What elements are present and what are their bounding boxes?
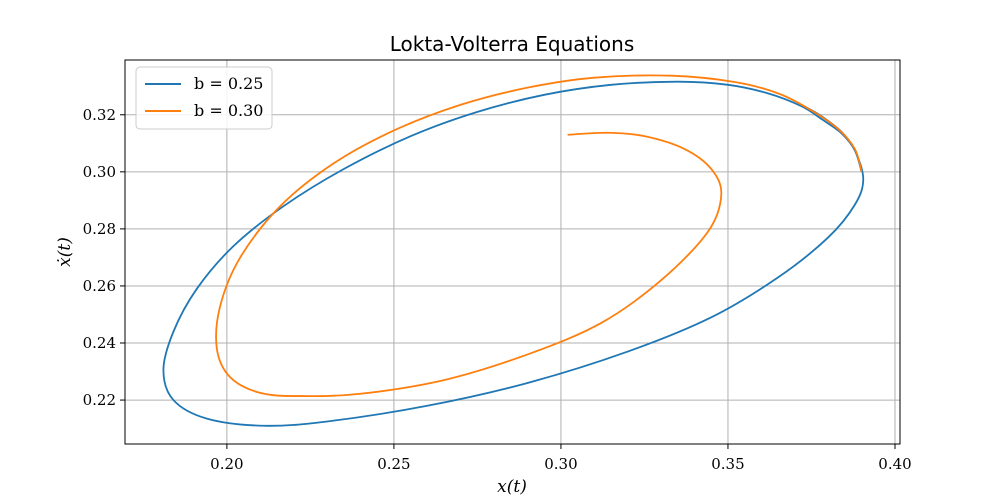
y-axis-label: ẋ(t) — [55, 237, 75, 267]
x-tick-label: 0.30 — [544, 455, 577, 473]
legend: b = 0.25 b = 0.30 — [135, 66, 273, 130]
series-line-0 — [162, 80, 865, 427]
ticks: 0.20 0.25 0.30 0.35 0.40 0.22 0.24 0.26 0.28 0.30… — [83, 106, 912, 473]
legend-label-b-025: b = 0.25 — [194, 74, 263, 93]
y-tick-label: 0.28 — [83, 220, 116, 238]
series-layer — [162, 74, 865, 427]
y-tick-label: 0.26 — [83, 277, 116, 295]
plot-frame — [124, 59, 901, 445]
y-tick-label: 0.22 — [83, 391, 116, 409]
legend-box — [135, 66, 273, 130]
x-tick-label: 0.35 — [711, 455, 744, 473]
x-tick-label: 0.20 — [210, 455, 243, 473]
x-tick-label: 0.40 — [878, 455, 911, 473]
y-tick-label: 0.24 — [83, 334, 116, 352]
legend-label-b-030: b = 0.30 — [194, 101, 263, 120]
series-line-1 — [215, 74, 863, 398]
x-tick-label: 0.25 — [377, 455, 410, 473]
y-tick-label: 0.32 — [83, 106, 116, 124]
chart-title: Lokta-Volterra Equations — [390, 32, 635, 56]
y-tick-label: 0.30 — [83, 163, 116, 181]
x-axis-label: x(t) — [497, 477, 527, 497]
